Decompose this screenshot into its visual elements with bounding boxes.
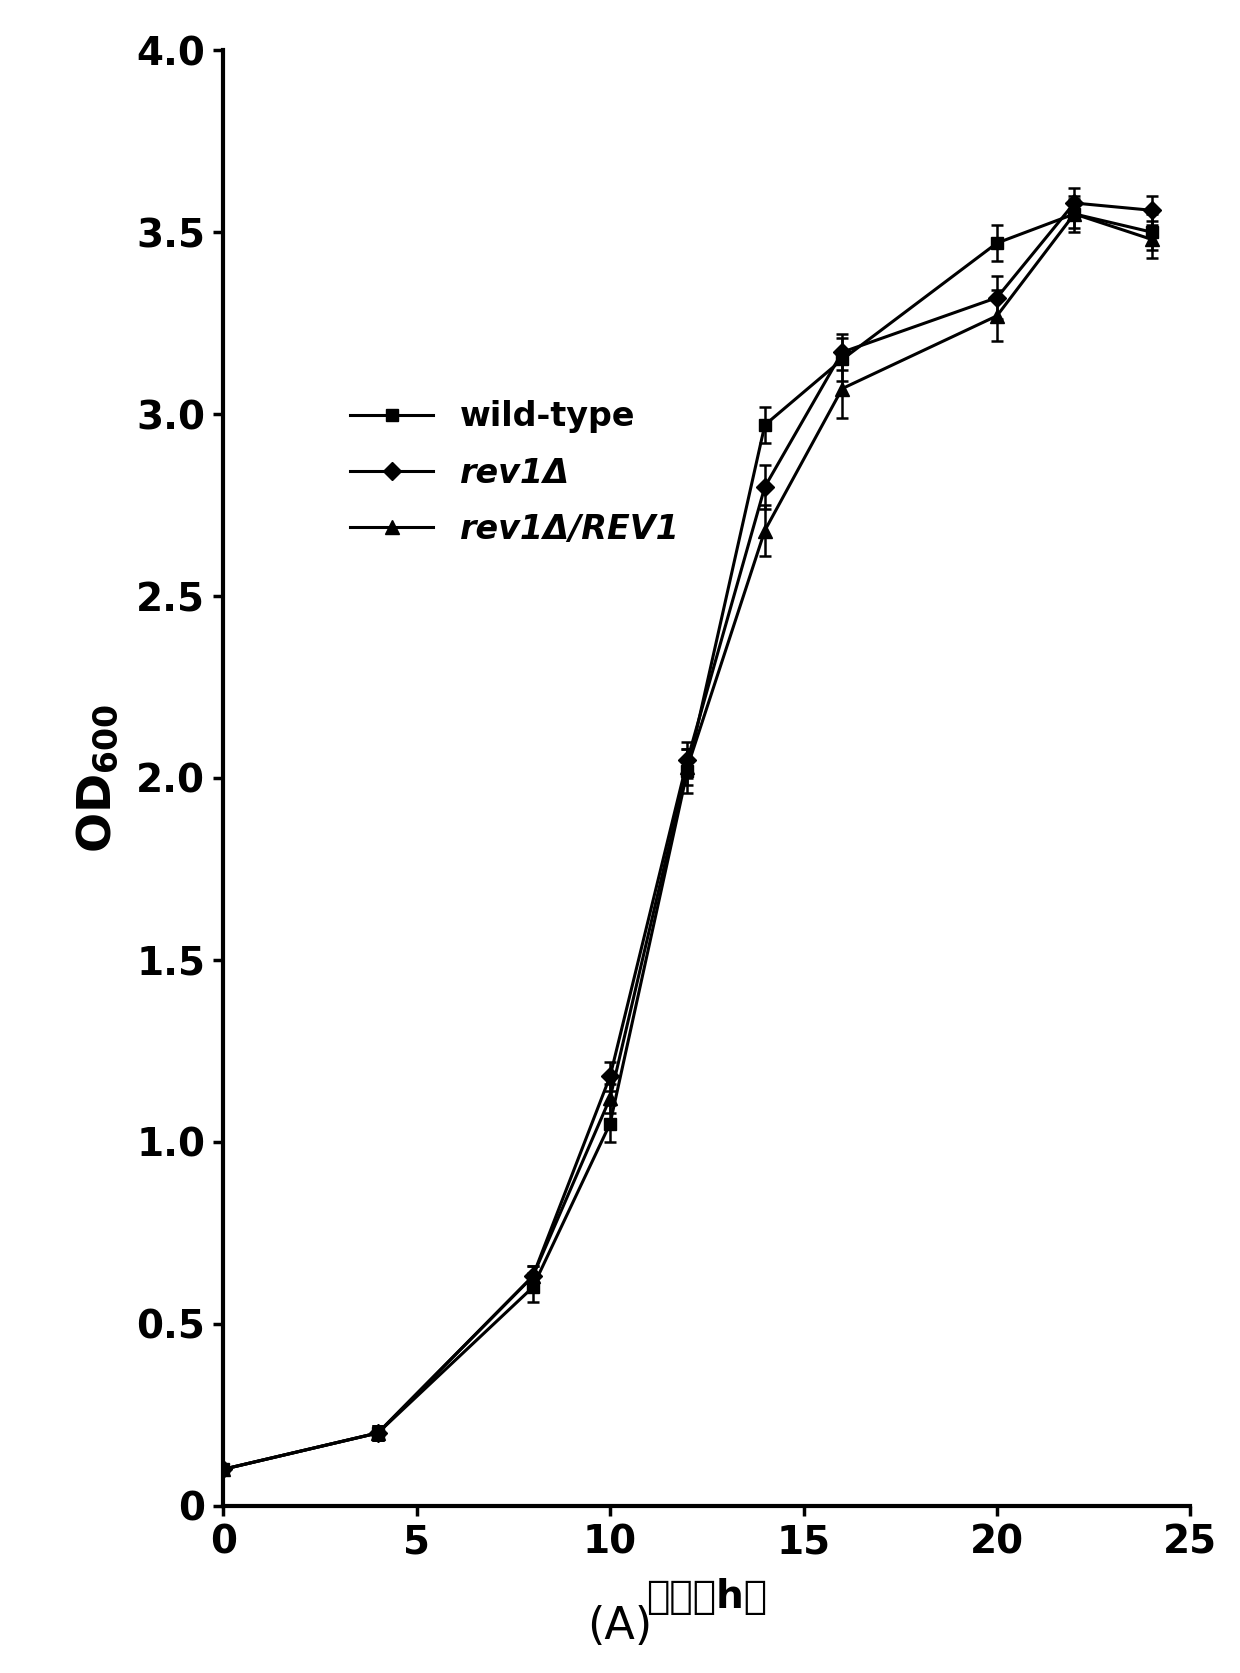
Text: $\mathbf{OD_{600}}$: $\mathbf{OD_{600}}$ [74,703,120,853]
Text: (A): (A) [588,1604,652,1648]
X-axis label: 时间（h）: 时间（h） [646,1578,768,1616]
Legend: wild-type, rev1Δ, rev1Δ/REV1: wild-type, rev1Δ, rev1Δ/REV1 [336,386,693,559]
